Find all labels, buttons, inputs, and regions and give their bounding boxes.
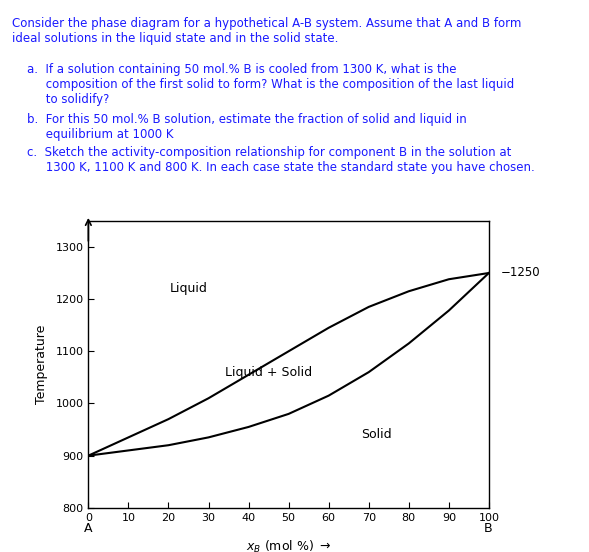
Text: −1250: −1250 xyxy=(501,267,541,279)
Text: a.  If a solution containing 50 mol.% B is cooled from 1300 K, what is the
     : a. If a solution containing 50 mol.% B i… xyxy=(12,63,514,107)
Text: Liquid: Liquid xyxy=(170,282,207,295)
Text: A: A xyxy=(84,522,92,535)
Text: b.  For this 50 mol.% B solution, estimate the fraction of solid and liquid in
 : b. For this 50 mol.% B solution, estimat… xyxy=(12,113,466,141)
Y-axis label: Temperature: Temperature xyxy=(35,325,48,404)
Text: B: B xyxy=(484,522,492,535)
Text: Liquid + Solid: Liquid + Solid xyxy=(225,365,312,379)
Text: Consider the phase diagram for a hypothetical A-B system. Assume that A and B fo: Consider the phase diagram for a hypothe… xyxy=(12,17,521,45)
X-axis label: $x_B$ (mol %) $\rightarrow$: $x_B$ (mol %) $\rightarrow$ xyxy=(246,539,331,552)
Text: c.  Sketch the activity-composition relationship for component B in the solution: c. Sketch the activity-composition relat… xyxy=(12,146,535,174)
Text: Solid: Solid xyxy=(362,428,392,441)
